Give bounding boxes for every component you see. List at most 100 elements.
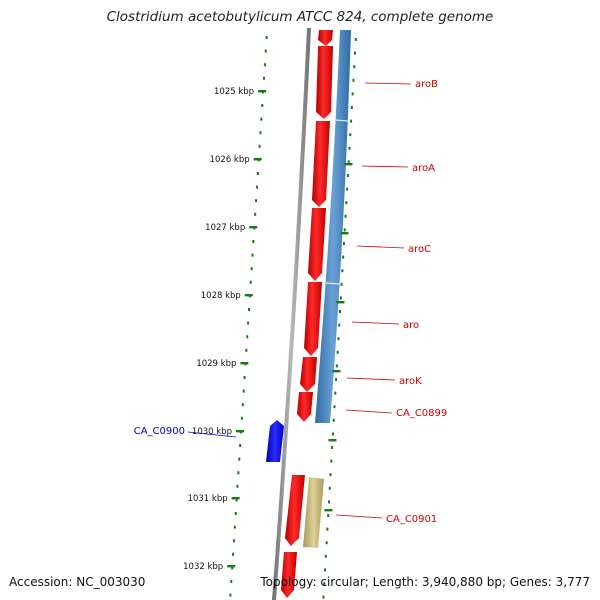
scale-dot — [350, 106, 353, 109]
scale-tick-label: 1032 kbp — [183, 562, 223, 572]
gene-arrow-aro — [304, 282, 322, 356]
scale-dot — [336, 350, 339, 354]
scale-dot — [263, 76, 266, 80]
scale-tick-mark — [227, 565, 236, 568]
scale-dot — [232, 539, 235, 543]
scale-dot — [343, 228, 346, 232]
gene-label-leader — [345, 409, 393, 414]
scale-dot — [330, 459, 333, 463]
gene-label-leader — [187, 431, 237, 438]
scale-dot — [323, 582, 326, 585]
gene-arrow-forward — [285, 475, 305, 546]
scale-dot — [327, 514, 330, 517]
scale-dot — [326, 527, 329, 531]
gene-labels: aroB aroA aroC aro aroK CA_C0899 CA_C0901 CA_C0… — [134, 79, 448, 525]
scale-dot — [243, 376, 246, 379]
scale-ticks: 1025 kbp 1026 kbp 1027 kbp 1028 kbp 1029 kbp… — [183, 87, 353, 572]
genome-backbone — [272, 28, 311, 600]
scale-tick-mark — [235, 430, 244, 433]
scale-dot — [347, 160, 350, 164]
scale-dot — [337, 337, 340, 341]
scale-dot — [334, 391, 337, 395]
scale-dot — [339, 296, 342, 300]
scale-dot — [247, 321, 250, 325]
scale-dot — [265, 36, 268, 39]
scale-dot — [249, 280, 252, 284]
scale-tick-label: 1029 kbp — [196, 359, 236, 369]
scale-dot — [348, 146, 351, 150]
inner-tick-mark — [328, 439, 337, 442]
gene-label: aroK — [399, 376, 422, 387]
inner-tick-mark — [340, 232, 349, 235]
scale-dot — [335, 378, 338, 381]
scale-tick-label: 1025 kbp — [214, 87, 254, 97]
map-title: Clostridium acetobutylicum ATCC 824, com… — [106, 9, 494, 25]
scale-tick-mark — [244, 294, 253, 297]
gene-arrow-aroB — [316, 46, 333, 119]
accession-text: Accession: NC_003030 — [9, 575, 146, 589]
scale-dot — [351, 92, 354, 96]
gene-label: aro — [403, 320, 419, 331]
scale-dot — [237, 471, 240, 475]
scale-dot — [333, 405, 336, 409]
scale-dot — [349, 133, 352, 137]
operon-separator — [335, 119, 349, 122]
gene-arrow-aroA — [312, 121, 330, 207]
outer-tick-dots — [229, 36, 268, 597]
scale-dot — [350, 119, 353, 123]
reverse-operon-bar — [315, 30, 351, 423]
gene-label-leader — [335, 514, 383, 519]
gene-label-leader — [364, 82, 412, 85]
operon-separator — [325, 282, 341, 285]
scale-dot — [346, 187, 349, 191]
scale-dot — [338, 323, 341, 327]
scale-dot — [322, 595, 325, 599]
inner-tick-mark — [324, 509, 333, 512]
scale-dot — [331, 446, 334, 449]
scale-dot — [353, 65, 356, 69]
scale-dot — [260, 117, 263, 121]
inner-tick-mark — [336, 301, 345, 304]
scale-dot — [236, 484, 239, 488]
gene-arrow-CA_C0899 — [297, 392, 313, 422]
scale-dot — [332, 418, 335, 422]
gene-label: CA_C0899 — [396, 408, 447, 419]
scale-dot — [325, 541, 328, 545]
gene-label: aroC — [408, 244, 431, 255]
gene-arrow-CA_C0900 — [266, 420, 284, 462]
gene-block-CA_C0901 — [303, 477, 324, 548]
scale-dot — [345, 201, 348, 205]
scale-dot — [344, 214, 347, 218]
scale-tick-label: 1030 kbp — [192, 427, 232, 437]
gene-arrow-aroC — [308, 208, 326, 281]
scale-dot — [331, 432, 334, 436]
scale-dot — [256, 172, 259, 175]
scale-dot — [242, 389, 245, 393]
inner-tick-dots — [322, 38, 357, 599]
scale-dot — [329, 473, 332, 477]
scale-tick-mark — [249, 226, 258, 229]
scale-dot — [354, 38, 357, 41]
scale-tick-mark — [253, 158, 262, 161]
scale-dot — [327, 500, 330, 504]
scale-dot — [263, 63, 266, 67]
scale-dot — [346, 174, 349, 177]
scale-dot — [230, 580, 233, 583]
scale-dot — [354, 51, 357, 55]
scale-dot — [239, 444, 242, 447]
scale-dot — [233, 525, 236, 529]
scale-dot — [229, 593, 232, 597]
scale-dot — [259, 131, 262, 135]
scale-dot — [241, 403, 244, 407]
gene-arrow-forward — [281, 552, 297, 598]
scale-tick-label: 1026 kbp — [210, 155, 250, 165]
scale-dot — [258, 144, 261, 148]
gene-label: aroA — [412, 163, 435, 174]
scale-dot — [261, 104, 264, 107]
scale-dot — [328, 486, 331, 490]
scale-dot — [335, 364, 338, 368]
scale-dot — [264, 49, 267, 53]
scale-dot — [324, 568, 327, 572]
scale-tick-mark — [231, 497, 240, 500]
scale-dot — [232, 552, 235, 556]
